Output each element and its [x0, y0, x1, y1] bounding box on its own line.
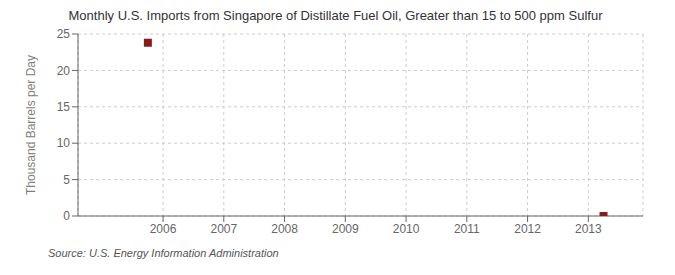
svg-text:5: 5 [63, 173, 70, 187]
svg-text:2006: 2006 [150, 222, 177, 236]
svg-text:Thousand Barrels per Day: Thousand Barrels per Day [24, 55, 38, 195]
svg-text:20: 20 [57, 64, 71, 78]
svg-text:2011: 2011 [454, 222, 480, 236]
svg-text:0: 0 [63, 209, 70, 223]
html-text:Monthly U.S. Imports from Sing: Monthly U.S. Imports from Singapore of D… [68, 8, 603, 23]
svg-text:25: 25 [57, 27, 71, 41]
svg-text:2012: 2012 [514, 222, 541, 236]
svg-text:2013: 2013 [575, 222, 602, 236]
svg-text:2009: 2009 [332, 222, 359, 236]
svg-text:2010: 2010 [393, 222, 420, 236]
html-text:Source: U.S. Energy Informatio: Source: U.S. Energy Information Administ… [48, 247, 279, 259]
svg-text:2007: 2007 [210, 222, 237, 236]
svg-text:2008: 2008 [271, 222, 298, 236]
svg-text:15: 15 [57, 100, 71, 114]
svg-text:10: 10 [57, 136, 71, 150]
